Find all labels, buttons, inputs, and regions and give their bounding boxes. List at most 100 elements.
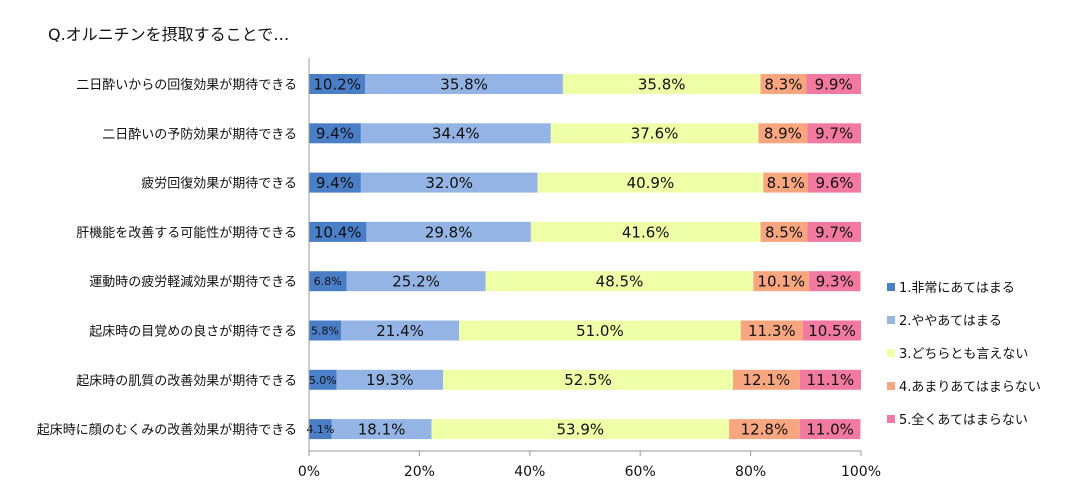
data-label-row7-series2: 19.3% bbox=[366, 371, 414, 389]
bar-segment-row1-series1 bbox=[309, 74, 366, 94]
data-label-row3-series1: 9.4% bbox=[316, 174, 354, 192]
data-labels-layer: 10.2% 35.8% 35.8% 8.3% 9.9% 9.4% 34.4% 37.6% 8.9… bbox=[306, 75, 856, 438]
data-label-row2-series1: 9.4% bbox=[316, 125, 354, 143]
data-label-row2-series2: 34.4% bbox=[432, 125, 480, 143]
legend-swatch-2 bbox=[887, 316, 895, 324]
bar-segment-row7-series1 bbox=[309, 369, 337, 390]
bar-segment-row4-series5 bbox=[807, 221, 861, 242]
bar-segment-row8-series2 bbox=[331, 419, 432, 440]
data-label-row6-series4: 11.3% bbox=[748, 322, 796, 340]
data-label-row8-series1: 4.1% bbox=[306, 423, 334, 436]
bar-segment-row7-series5 bbox=[799, 369, 861, 390]
bar-segment-row4-series1 bbox=[309, 221, 367, 242]
bar-segment-row1-series2 bbox=[365, 74, 563, 94]
x-tick-label-5: 80% bbox=[735, 464, 766, 480]
bar-segment-row2-series4 bbox=[758, 123, 808, 144]
bar-segment-row2-series1 bbox=[309, 123, 361, 144]
data-label-row1-series1: 10.2% bbox=[313, 75, 361, 93]
data-label-row7-series3: 52.5% bbox=[564, 371, 612, 389]
data-label-row3-series3: 40.9% bbox=[627, 174, 675, 192]
data-label-row1-series4: 8.3% bbox=[764, 75, 802, 93]
data-label-row5-series5: 9.3% bbox=[816, 273, 854, 291]
bar-segment-row5-series1 bbox=[309, 271, 347, 292]
legend-swatch-3 bbox=[887, 349, 895, 357]
legend: 1.非常にあてはまる 2.ややあてはまる 3.どちらとも言えない 4.あまりあてはまら… bbox=[887, 281, 1041, 428]
bar-segment-row8-series4 bbox=[729, 419, 800, 440]
category-label-1: 二日酔いからの回復効果が期待できる bbox=[76, 77, 297, 93]
legend-label-1: 1.非常にあてはまる bbox=[899, 281, 1015, 296]
data-label-row5-series2: 25.2% bbox=[392, 273, 440, 291]
bar-segment-row1-series5 bbox=[806, 74, 861, 94]
data-label-row7-series1: 5.0% bbox=[309, 374, 337, 387]
bar-segment-row6-series1 bbox=[309, 320, 342, 341]
x-tick-label-1: 0% bbox=[298, 464, 320, 480]
data-label-row4-series3: 41.6% bbox=[622, 223, 670, 241]
bars-layer bbox=[309, 74, 861, 440]
bar-segment-row1-series3 bbox=[562, 74, 761, 94]
legend-swatch-1 bbox=[887, 283, 895, 291]
legend-swatch-5 bbox=[887, 415, 895, 423]
x-tick-label-2: 20% bbox=[404, 464, 435, 480]
category-label-3: 疲労回復効果が期待できる bbox=[141, 176, 297, 192]
bar-segment-row4-series2 bbox=[366, 221, 531, 242]
data-label-row2-series5: 9.7% bbox=[815, 125, 853, 143]
bar-segment-row5-series3 bbox=[485, 271, 754, 292]
bar-segment-row2-series5 bbox=[807, 123, 861, 144]
bar-segment-row7-series4 bbox=[732, 369, 800, 390]
data-label-row3-series5: 9.6% bbox=[815, 174, 853, 192]
data-label-row3-series4: 8.1% bbox=[767, 174, 805, 192]
bar-segment-row7-series3 bbox=[443, 369, 733, 390]
bar-segment-row3-series1 bbox=[309, 172, 361, 193]
data-label-row8-series5: 11.0% bbox=[806, 421, 854, 439]
data-label-row4-series4: 8.5% bbox=[765, 223, 803, 241]
category-label-7: 起床時の肌質の改善効果が期待できる bbox=[76, 373, 297, 389]
category-label-8: 起床時に顔のむくみの改善効果が期待できる bbox=[37, 422, 297, 438]
bar-segment-row2-series3 bbox=[550, 123, 759, 144]
bar-segment-row1-series4 bbox=[760, 74, 807, 94]
bar-segment-row3-series5 bbox=[808, 172, 861, 193]
data-label-row4-series2: 29.8% bbox=[425, 223, 473, 241]
bar-segment-row2-series2 bbox=[360, 123, 551, 144]
bar-segment-row7-series2 bbox=[336, 369, 444, 390]
data-label-row7-series4: 12.1% bbox=[743, 371, 791, 389]
legend-swatch-4 bbox=[887, 382, 895, 390]
data-label-row3-series2: 32.0% bbox=[425, 174, 473, 192]
bar-segment-row6-series4 bbox=[740, 320, 804, 341]
data-label-row4-series1: 10.4% bbox=[314, 223, 362, 241]
data-label-row8-series2: 18.1% bbox=[358, 421, 406, 439]
data-label-row4-series5: 9.7% bbox=[815, 223, 853, 241]
data-label-row6-series5: 10.5% bbox=[808, 322, 856, 340]
x-axis: 0% 20% 40% 60% 80% 100% bbox=[298, 58, 881, 480]
bar-segment-row6-series3 bbox=[459, 320, 741, 341]
bar-segment-row3-series3 bbox=[537, 172, 764, 193]
data-label-row1-series3: 35.8% bbox=[638, 75, 686, 93]
data-label-row8-series3: 53.9% bbox=[556, 421, 604, 439]
category-label-4: 肝機能を改善する可能性が期待できる bbox=[76, 225, 297, 241]
bar-segment-row5-series4 bbox=[753, 271, 810, 292]
data-label-row5-series3: 48.5% bbox=[596, 273, 644, 291]
legend-label-5: 5.全くあてはまらない bbox=[899, 412, 1028, 428]
bar-segment-row8-series1 bbox=[309, 419, 332, 440]
legend-label-3: 3.どちらとも言えない bbox=[899, 347, 1028, 362]
bar-segment-row8-series5 bbox=[799, 419, 861, 440]
bar-segment-row5-series5 bbox=[809, 271, 861, 292]
legend-label-2: 2.ややあてはまる bbox=[899, 314, 1002, 329]
bar-segment-row5-series2 bbox=[346, 271, 486, 292]
category-label-5: 運動時の疲労軽減効果が期待できる bbox=[89, 274, 297, 290]
data-label-row8-series4: 12.8% bbox=[741, 421, 789, 439]
data-label-row2-series4: 8.9% bbox=[764, 125, 802, 143]
category-label-2: 二日酔いの予防効果が期待できる bbox=[102, 126, 297, 142]
x-tick-label-3: 40% bbox=[514, 464, 545, 480]
data-label-row1-series2: 35.8% bbox=[440, 75, 488, 93]
bar-segment-row4-series3 bbox=[530, 221, 761, 242]
category-label-6: 起床時の目覚めの良さが期待できる bbox=[89, 324, 297, 340]
data-label-row6-series2: 21.4% bbox=[376, 322, 424, 340]
bar-segment-row6-series2 bbox=[341, 320, 460, 341]
data-label-row5-series1: 6.8% bbox=[314, 275, 342, 288]
data-label-row5-series4: 10.1% bbox=[757, 273, 805, 291]
bar-segment-row4-series4 bbox=[760, 221, 808, 242]
x-tick-label-4: 60% bbox=[625, 464, 656, 480]
category-labels-layer: 二日酔いからの回復効果が期待できる二日酔いの予防効果が期待できる疲労回復効果が期… bbox=[37, 77, 297, 438]
bar-segment-row3-series2 bbox=[360, 172, 538, 193]
